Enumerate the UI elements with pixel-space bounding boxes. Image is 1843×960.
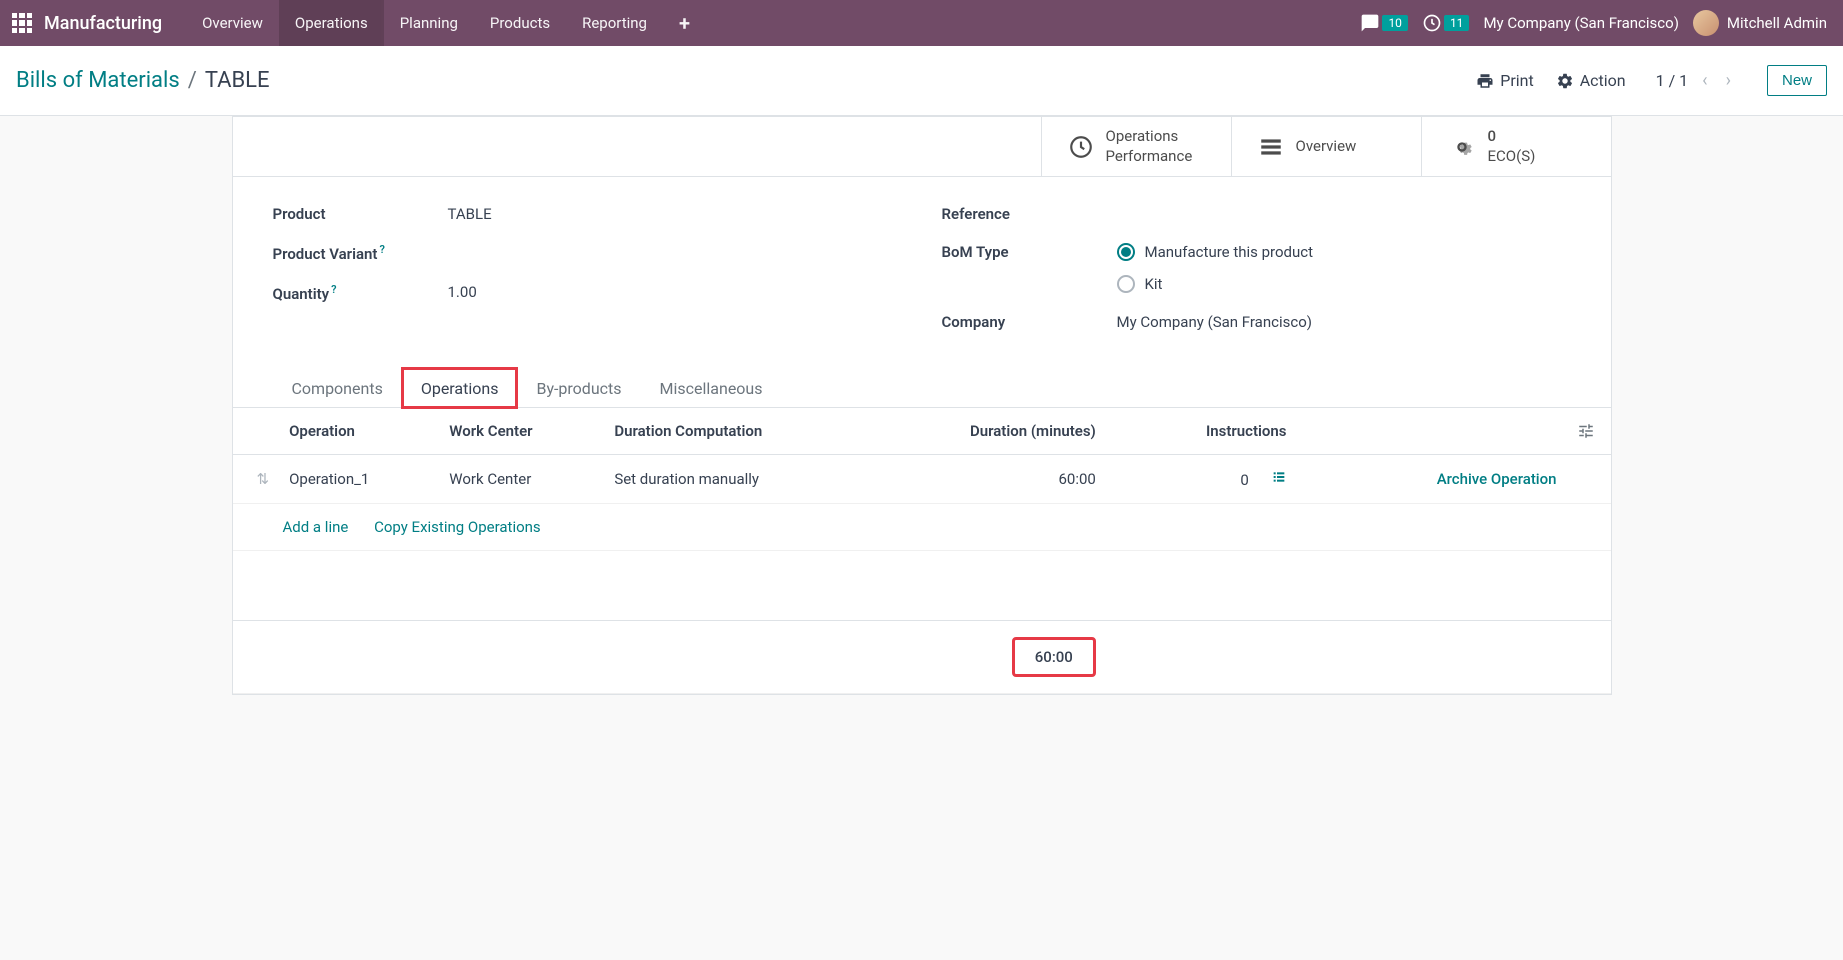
help-icon[interactable]: ? <box>331 283 336 296</box>
col-instructions[interactable]: Instructions <box>1106 408 1347 455</box>
pager: 1 / 1 ‹ › <box>1656 66 1735 95</box>
app-brand[interactable]: Manufacturing <box>44 13 162 34</box>
archive-operation-link[interactable]: Archive Operation <box>1437 470 1557 488</box>
col-duration-comp[interactable]: Duration Computation <box>604 408 872 455</box>
stat-overview[interactable]: Overview <box>1231 117 1421 176</box>
company-selector[interactable]: My Company (San Francisco) <box>1483 14 1678 32</box>
clock-icon <box>1068 134 1094 160</box>
menu-products[interactable]: Products <box>474 0 566 46</box>
breadcrumb-sep: / <box>188 68 197 93</box>
action-button[interactable]: Action <box>1556 71 1626 90</box>
duration-total: 60:00 <box>1012 637 1096 677</box>
top-nav: Manufacturing Overview Operations Planni… <box>0 0 1843 46</box>
company-value[interactable]: My Company (San Francisco) <box>1117 313 1312 331</box>
tab-byproducts[interactable]: By-products <box>517 368 640 408</box>
bars-icon <box>1258 134 1284 160</box>
bom-type-label: BoM Type <box>942 243 1117 261</box>
menu-add[interactable]: + <box>663 0 706 46</box>
breadcrumb-current: TABLE <box>205 68 270 93</box>
print-button[interactable]: Print <box>1476 71 1533 90</box>
clock-icon <box>1422 13 1442 33</box>
tab-miscellaneous[interactable]: Miscellaneous <box>641 368 782 408</box>
cell-work-center[interactable]: Work Center <box>439 455 604 504</box>
company-label: Company <box>942 313 1117 331</box>
gears-icon <box>1448 133 1476 161</box>
quantity-label: Quantity? <box>273 283 448 303</box>
activities-button[interactable]: 11 <box>1422 13 1470 33</box>
radio-icon <box>1117 243 1135 261</box>
cell-duration-comp[interactable]: Set duration manually <box>604 455 872 504</box>
reference-label: Reference <box>942 205 1117 223</box>
breadcrumb-parent[interactable]: Bills of Materials <box>16 68 180 93</box>
operations-table: Operation Work Center Duration Computati… <box>233 408 1611 694</box>
print-icon <box>1476 72 1494 90</box>
col-operation[interactable]: Operation <box>279 408 439 455</box>
product-value[interactable]: TABLE <box>448 205 492 223</box>
stat-buttons: Operations Performance Overview 0 ECO(S) <box>233 117 1611 177</box>
cell-operation[interactable]: Operation_1 <box>279 455 439 504</box>
help-icon[interactable]: ? <box>379 243 384 256</box>
pager-prev[interactable]: ‹ <box>1698 66 1711 95</box>
radio-icon <box>1117 275 1135 293</box>
form-sheet: Operations Performance Overview 0 ECO(S) <box>232 116 1612 695</box>
col-duration[interactable]: Duration (minutes) <box>873 408 1106 455</box>
drag-handle-icon[interactable]: ⇅ <box>233 455 280 504</box>
sliders-icon <box>1577 422 1595 440</box>
main-menu: Overview Operations Planning Products Re… <box>186 0 706 46</box>
gear-icon <box>1556 72 1574 90</box>
variant-label: Product Variant? <box>273 243 448 263</box>
notebook-tabs: Components Operations By-products Miscel… <box>233 367 1611 408</box>
list-icon[interactable] <box>1271 471 1287 489</box>
menu-operations[interactable]: Operations <box>279 0 384 46</box>
menu-planning[interactable]: Planning <box>384 0 474 46</box>
col-work-center[interactable]: Work Center <box>439 408 604 455</box>
optional-cols-button[interactable] <box>1567 408 1611 455</box>
bom-type-manufacture[interactable]: Manufacture this product <box>1117 243 1314 261</box>
user-menu[interactable]: Mitchell Admin <box>1693 10 1827 36</box>
table-row[interactable]: ⇅ Operation_1 Work Center Set duration m… <box>233 455 1611 504</box>
pager-value[interactable]: 1 / 1 <box>1656 71 1689 90</box>
avatar <box>1693 10 1719 36</box>
stat-ecos[interactable]: 0 ECO(S) <box>1421 117 1611 176</box>
menu-overview[interactable]: Overview <box>186 0 279 46</box>
user-name: Mitchell Admin <box>1727 14 1827 32</box>
copy-operations-link[interactable]: Copy Existing Operations <box>374 518 541 536</box>
messages-badge: 10 <box>1382 15 1408 31</box>
stat-operations-performance[interactable]: Operations Performance <box>1041 117 1231 176</box>
control-bar: Bills of Materials / TABLE Print Action … <box>0 46 1843 116</box>
menu-reporting[interactable]: Reporting <box>566 0 663 46</box>
new-button[interactable]: New <box>1767 65 1827 96</box>
activities-badge: 11 <box>1444 15 1470 31</box>
messages-button[interactable]: 10 <box>1360 13 1408 33</box>
pager-next[interactable]: › <box>1722 66 1735 95</box>
bom-type-kit[interactable]: Kit <box>1117 275 1314 293</box>
add-line-link[interactable]: Add a line <box>283 518 349 536</box>
cell-instructions[interactable]: 0 <box>1106 455 1347 504</box>
breadcrumb: Bills of Materials / TABLE <box>16 68 270 93</box>
chat-icon <box>1360 13 1380 33</box>
cell-duration[interactable]: 60:00 <box>873 455 1106 504</box>
apps-icon[interactable] <box>12 13 32 33</box>
quantity-value[interactable]: 1.00 <box>448 283 477 301</box>
tab-components[interactable]: Components <box>273 368 402 408</box>
product-label: Product <box>273 205 448 223</box>
tab-operations[interactable]: Operations <box>402 368 518 408</box>
